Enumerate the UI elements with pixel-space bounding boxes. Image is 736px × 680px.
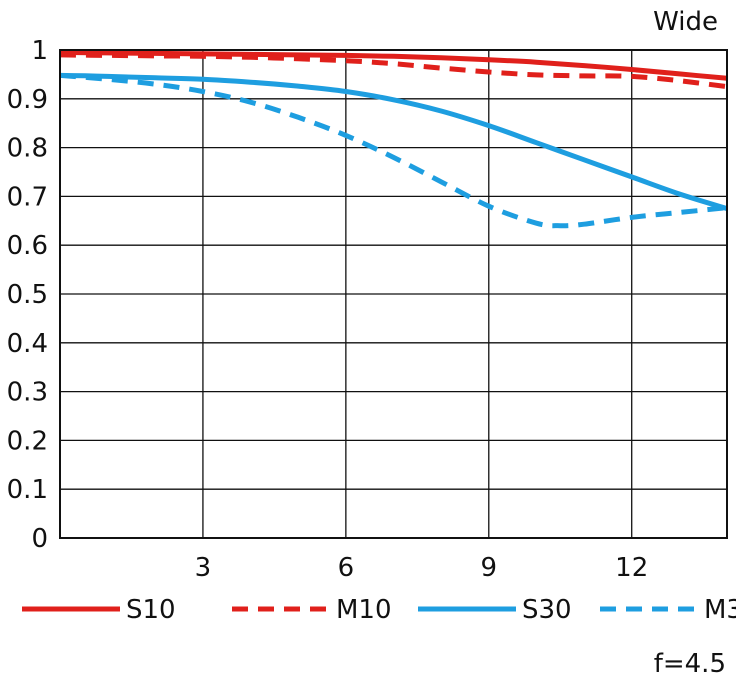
legend-label-m10: M10 xyxy=(336,595,392,625)
legend-label-s30: S30 xyxy=(522,595,572,625)
y-tick-label: 0.2 xyxy=(7,426,48,456)
legend: S10 M10 S30 M30 xyxy=(22,595,736,625)
y-tick-label: 0.6 xyxy=(7,231,48,261)
series-line-s30 xyxy=(59,72,728,211)
x-axis-tick-labels: 3 6 9 12 xyxy=(195,553,649,583)
y-tick-label: 0.7 xyxy=(7,182,48,212)
x-tick-label: 12 xyxy=(615,553,648,583)
y-tick-label: 0.1 xyxy=(7,475,48,505)
y-tick-label: 0 xyxy=(31,524,48,554)
legend-label-s10: S10 xyxy=(126,595,176,625)
plot-area-border xyxy=(59,49,728,539)
x-tick-label: 9 xyxy=(481,553,498,583)
series-line-s10 xyxy=(59,49,728,81)
y-tick-label: 0.8 xyxy=(7,134,48,164)
chart-title: Wide xyxy=(653,7,718,37)
y-tick-label: 0.5 xyxy=(7,280,48,310)
x-tick-label: 6 xyxy=(338,553,355,583)
legend-label-m30: M30 xyxy=(704,595,736,625)
y-tick-label: 1 xyxy=(31,36,48,66)
y-tick-label: 0.3 xyxy=(7,378,48,408)
x-tick-label: 3 xyxy=(195,553,212,583)
y-tick-label: 0.4 xyxy=(7,329,48,359)
series-lines xyxy=(59,49,728,229)
y-tick-label: 0.9 xyxy=(7,85,48,115)
series-line-m10 xyxy=(59,52,728,90)
y-axis-tick-labels: 0 0.1 0.2 0.3 0.4 0.5 0.6 0.7 0.8 0.9 1 xyxy=(7,36,48,554)
aperture-footnote: f=4.5 xyxy=(654,649,726,679)
grid-lines xyxy=(60,49,727,539)
series-line-m30 xyxy=(59,72,728,229)
